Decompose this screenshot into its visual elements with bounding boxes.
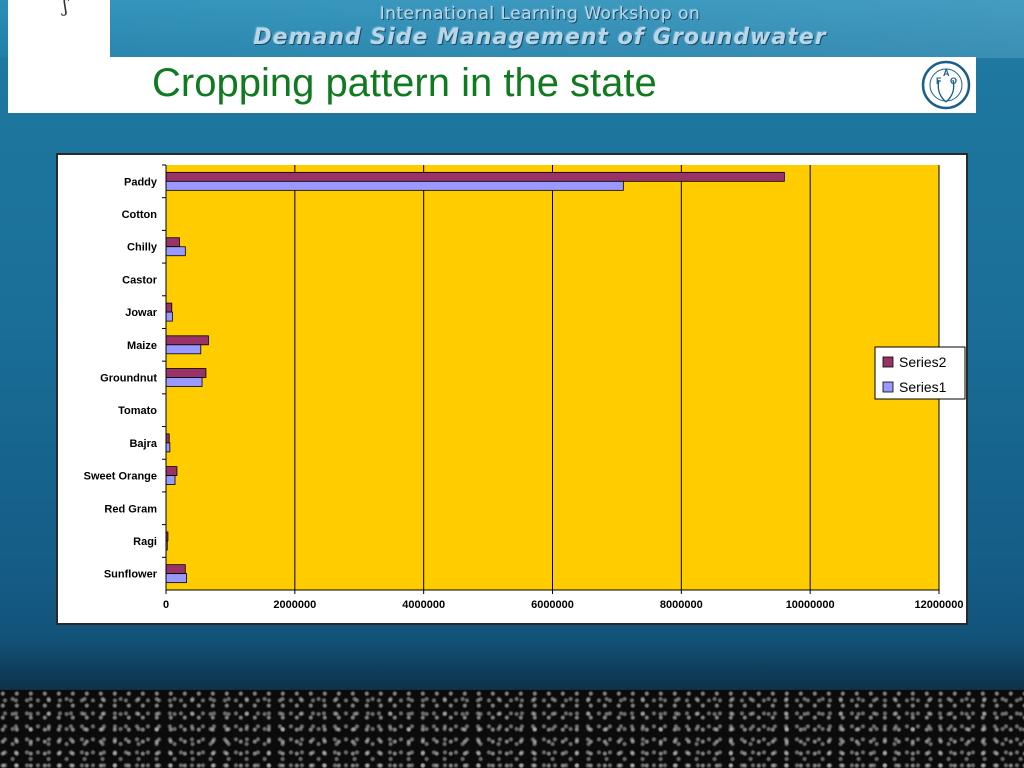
fao-logo-icon: F A O [921,60,971,110]
bar-chart: Paddy Cotton Chilly Castor Jowar Maize Groundn… [84,164,966,611]
x-tick-label: 12000000 [915,599,964,611]
page-title: Cropping pattern in the state [152,61,657,105]
bar-series1 [165,311,173,322]
category-label: Cotton [122,209,158,221]
category-labels: Paddy Cotton Chilly Castor Jowar Maize Groundn… [84,164,166,581]
bar-series2 [165,237,180,248]
header-bar [0,0,1024,58]
legend-swatch [882,356,894,368]
title-band [8,57,976,113]
bar-series2 [165,564,186,575]
workshop-line2: Demand Side Management of Groundwater [253,25,827,50]
legend-swatch [882,381,894,393]
logo-letter-o: O [950,76,957,86]
bar-series1 [165,344,202,355]
logo-letter-f: F [936,76,942,86]
x-tick-label: 10000000 [786,599,835,611]
bar-series2 [165,335,209,346]
category-label: Bajra [129,438,157,450]
x-tick-label: 6000000 [531,599,574,611]
bar-series2 [165,466,178,476]
x-axis: 0 2000000 4000000 6000000 8000000 10000000 120… [163,165,964,611]
bar-series1 [165,246,186,257]
legend-label: Series2 [899,354,947,370]
bar-series1 [165,475,176,485]
bar-series1 [165,377,203,387]
bar-series2 [165,302,173,313]
x-tick-label: 0 [163,599,169,611]
legend-label: Series1 [899,379,947,395]
bar-series1 [165,180,624,191]
category-label: Tomato [118,405,157,417]
chart-container: Paddy Cotton Chilly Castor Jowar Maize Groundn… [56,153,968,625]
category-label: Sunflower [104,569,158,581]
bottom-shadow [0,640,1024,692]
gridlines [294,165,940,590]
category-label: Maize [127,340,157,352]
bars [165,171,785,584]
category-label: Jowar [125,307,158,319]
legend: Series2 Series1 [874,346,966,400]
bar-series1 [165,442,171,453]
category-label: Castor [122,274,158,286]
category-label: Chilly [127,242,158,254]
category-label: Sweet Orange [84,471,157,483]
bar-series2 [165,171,785,182]
bar-series1 [165,573,188,584]
category-label: Groundnut [100,373,157,385]
x-tick-label: 8000000 [660,599,703,611]
legend-box [874,346,966,400]
category-label: Ragi [133,536,157,548]
x-tick-label: 4000000 [402,599,445,611]
logo-letter-a: A [943,68,950,78]
category-label: Paddy [124,176,158,188]
x-tick-label: 2000000 [273,599,316,611]
workshop-line1: International Learning Workshop on [379,4,701,24]
bar-series2 [165,368,207,378]
workshop-heading: International Learning Workshop on Deman… [110,4,970,50]
category-label: Red Gram [104,503,157,515]
corner-mark: ʃ [63,0,68,17]
decorative-footer-band [0,690,1024,768]
